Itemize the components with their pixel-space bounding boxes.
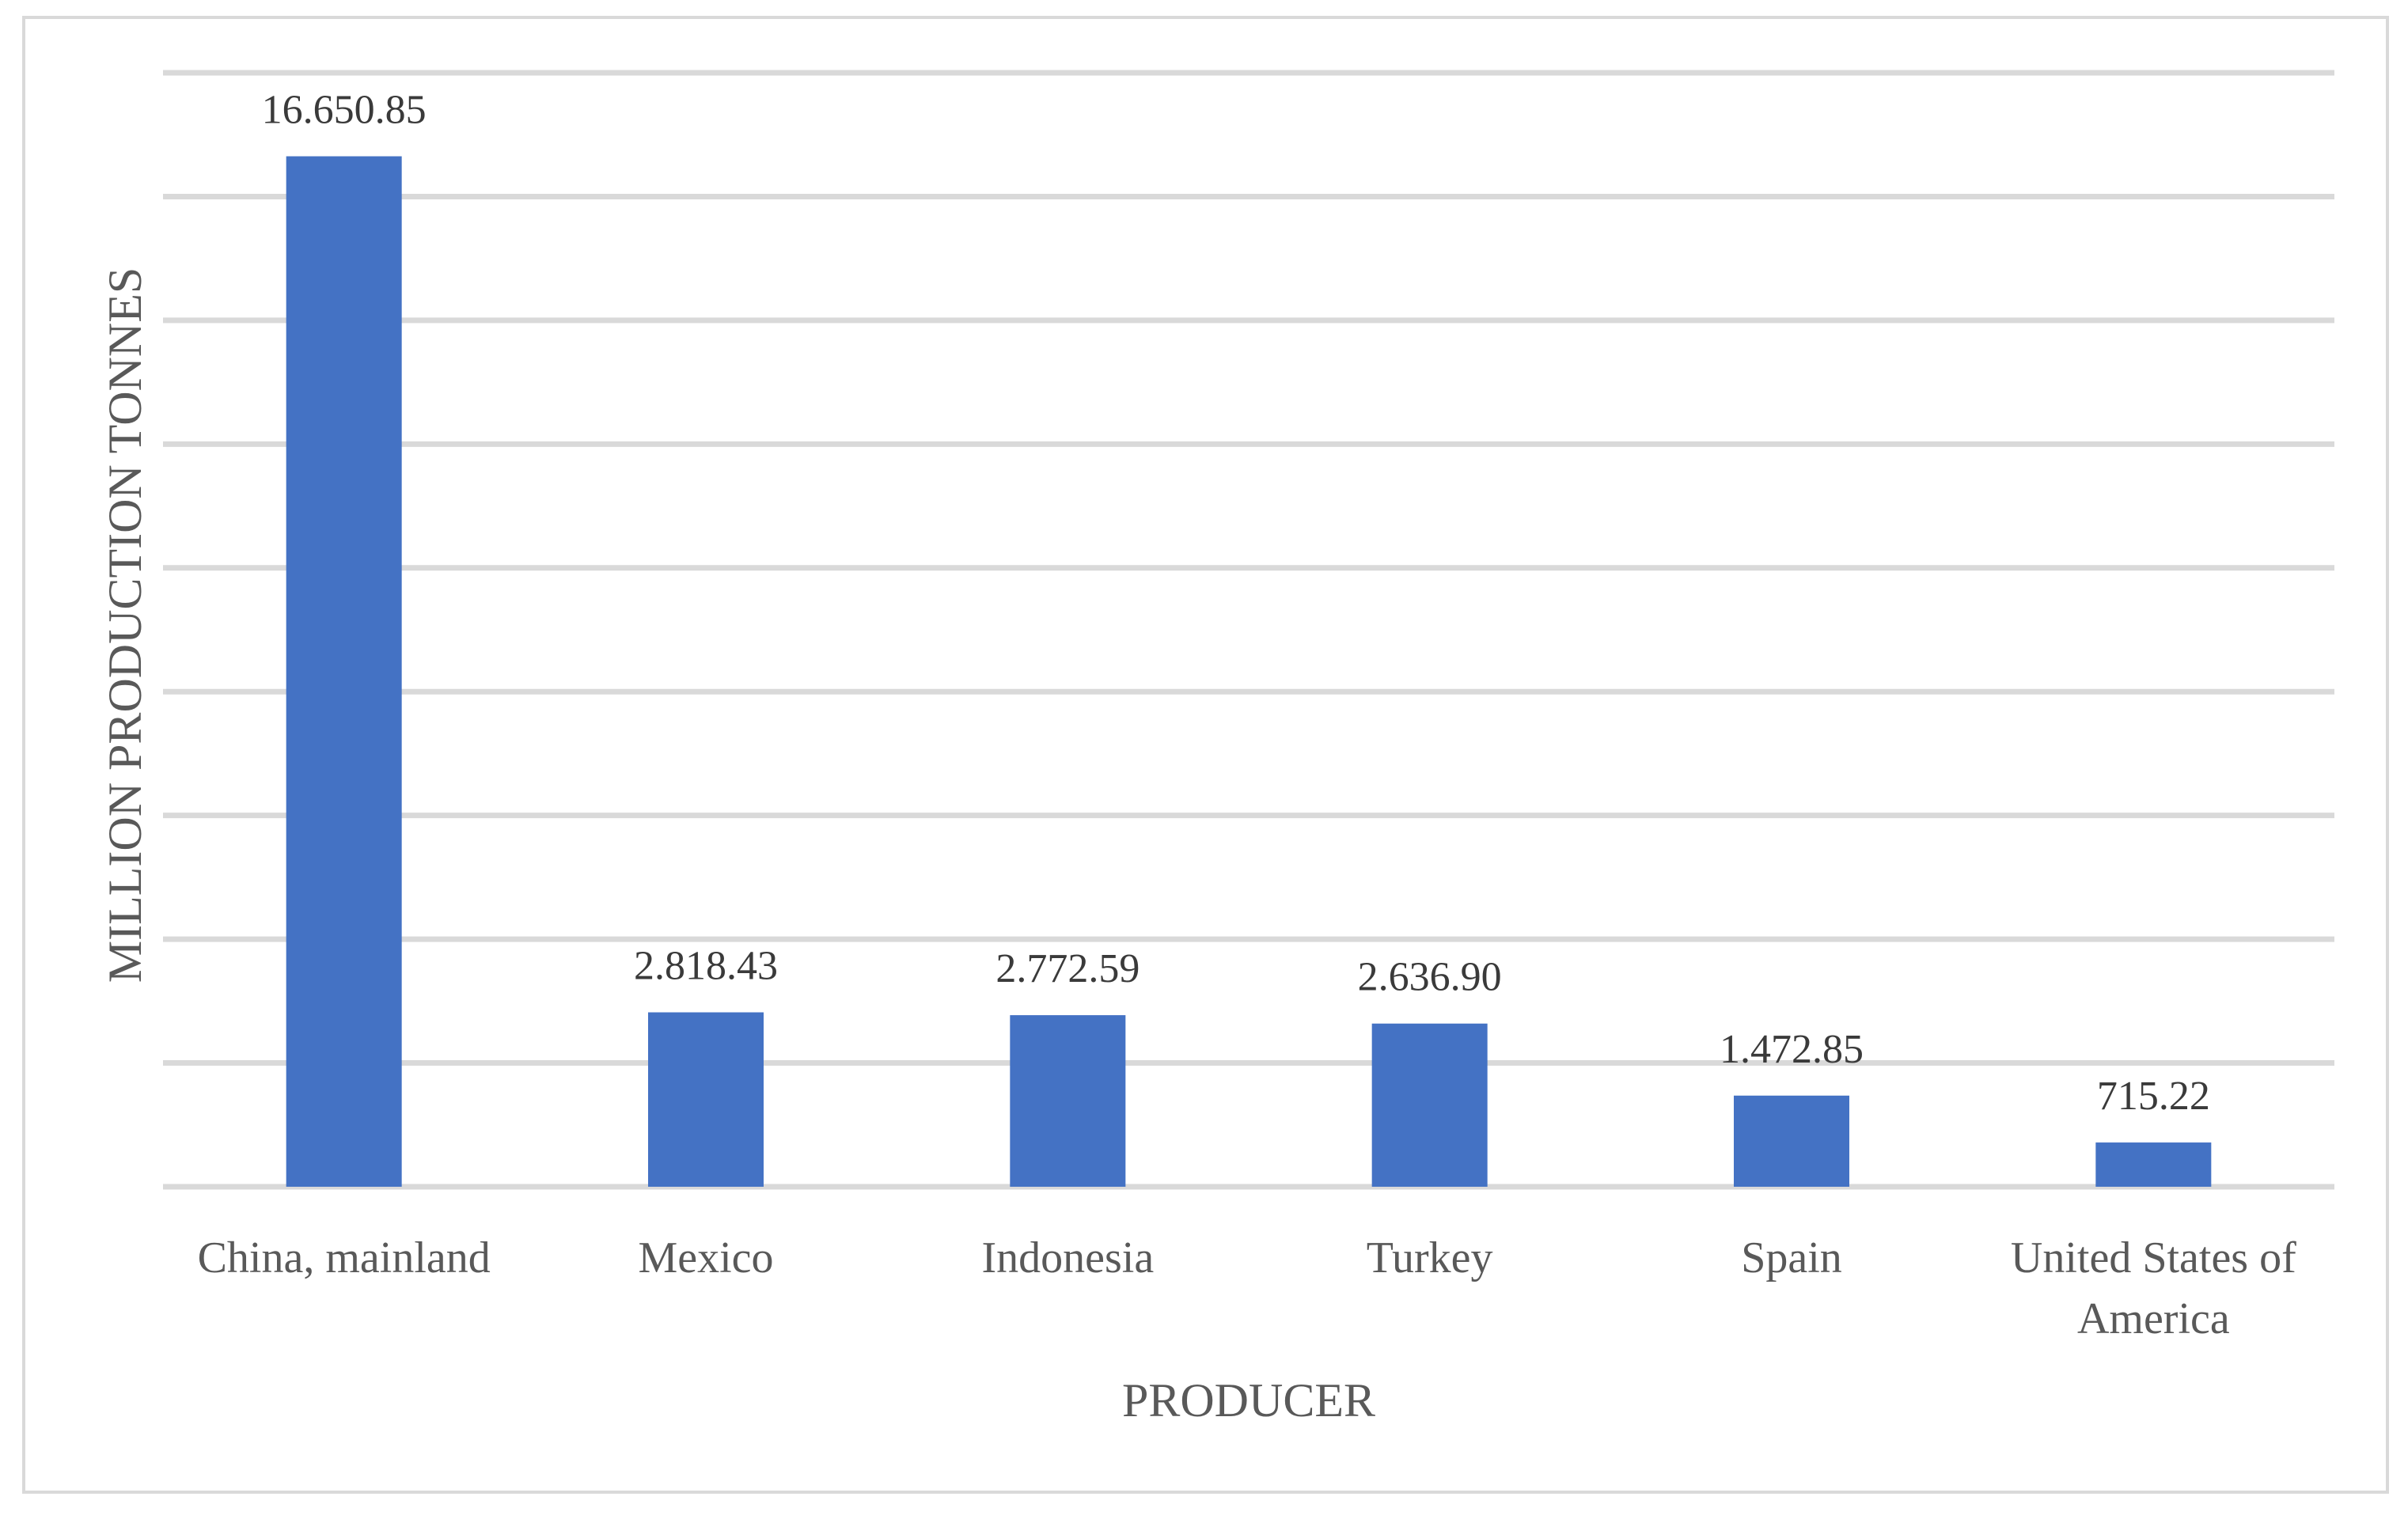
bar — [286, 156, 402, 1188]
bar — [1010, 1015, 1126, 1187]
data-labels: 16.650.85 2.818.43 2.772.59 2.636.90 1.472.8… — [262, 88, 2210, 1120]
x-tick-label: Indonesia — [981, 1233, 1154, 1282]
bar — [648, 1012, 764, 1187]
x-tick-label: Spain — [1741, 1233, 1842, 1282]
data-label: 1.472.85 — [1720, 1027, 1864, 1072]
x-tick-label: China, mainland — [198, 1233, 491, 1282]
x-tick-labels: China, mainland Mexico Indonesia Turkey Spai… — [198, 1233, 2297, 1343]
data-label: 2.636.90 — [1358, 955, 1502, 1000]
chart-frame — [22, 16, 2389, 1494]
x-axis-title: PRODUCER — [1122, 1374, 1375, 1426]
gridlines — [163, 70, 2334, 1190]
data-label: 16.650.85 — [262, 88, 427, 133]
y-axis-title: MILLION PRODUCTION TONNES — [99, 267, 151, 983]
x-tick-label: Mexico — [638, 1233, 773, 1282]
bar — [1734, 1095, 1849, 1187]
bar — [2095, 1142, 2212, 1187]
data-label: 715.22 — [2097, 1074, 2210, 1119]
x-tick-label: Turkey — [1367, 1233, 1493, 1282]
data-label: 2.818.43 — [634, 944, 778, 989]
bars — [286, 156, 2212, 1188]
bar — [1371, 1023, 1488, 1187]
data-label: 2.772.59 — [995, 946, 1140, 991]
x-tick-label: United States of America — [2011, 1233, 2296, 1343]
